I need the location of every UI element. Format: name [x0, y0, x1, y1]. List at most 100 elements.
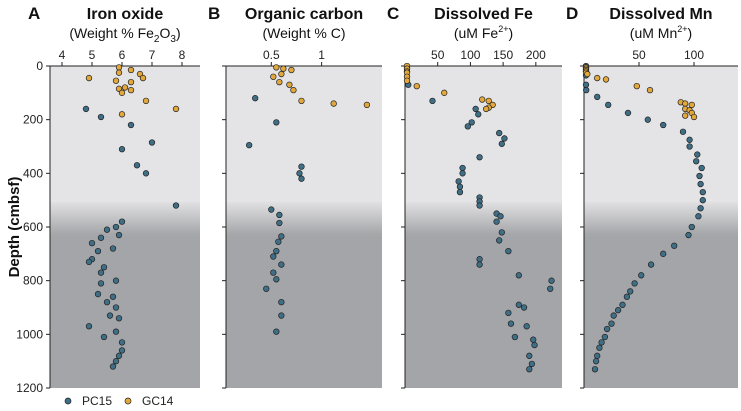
x-tick-label: 100 — [684, 48, 704, 62]
data-point-pc15 — [660, 250, 667, 257]
unit-superscript: 2+ — [677, 24, 687, 34]
data-point-gc14 — [413, 82, 420, 90]
x-tick-label: 5 — [89, 48, 96, 62]
data-point-pc15 — [515, 301, 522, 308]
data-point-gc14 — [278, 70, 285, 78]
data-point-pc15 — [456, 188, 464, 196]
data-point-gc14 — [441, 89, 448, 96]
unit-text: ) — [176, 25, 181, 41]
data-point-pc15 — [699, 197, 706, 204]
data-point-pc15 — [270, 253, 277, 260]
data-point-gc14 — [682, 112, 689, 119]
panel-title: Dissolved Mn — [609, 6, 712, 23]
panel-unit: (Weight % C) — [263, 25, 346, 41]
data-point-pc15 — [296, 170, 303, 177]
panel-letter: A — [28, 4, 40, 23]
series-pc15 — [82, 105, 180, 370]
data-point-gc14 — [270, 73, 277, 80]
panel-unit: (uM Fe2+) — [454, 24, 513, 41]
data-point-gc14 — [290, 86, 297, 94]
data-point-pc15 — [498, 229, 505, 236]
data-point-pc15 — [493, 218, 500, 225]
series-gc14 — [582, 64, 698, 121]
data-point-pc15 — [273, 247, 280, 255]
data-point-pc15 — [638, 272, 645, 279]
data-point-gc14 — [276, 78, 283, 86]
data-point-pc15 — [273, 119, 280, 126]
data-point-pc15 — [526, 352, 533, 359]
panel-title: Organic carbon — [245, 6, 363, 23]
data-point-pc15 — [623, 293, 631, 300]
x-tick-label: 4 — [59, 48, 66, 62]
data-point-gc14 — [115, 69, 123, 76]
panel-a: 4 5 6 7 8 0 200 400 600 800 1000 1200 A Iron oxide (We… — [16, 4, 200, 395]
unit-superscript: 2+ — [498, 24, 508, 34]
data-point-pc15 — [605, 101, 612, 109]
data-point-gc14 — [118, 111, 126, 118]
data-point-pc15 — [530, 336, 537, 343]
panel-letter: B — [208, 4, 220, 23]
data-point-pc15 — [505, 309, 512, 317]
y-tick-label: 1000 — [16, 327, 43, 341]
data-point-pc15 — [85, 323, 93, 330]
data-point-pc15 — [594, 93, 601, 101]
y-tick-label: 0 — [36, 59, 43, 73]
data-point-gc14 — [118, 89, 126, 96]
data-point-pc15 — [644, 116, 651, 123]
data-point-pc15 — [686, 143, 693, 150]
data-point-pc15 — [97, 113, 105, 121]
x-tick-label: 50 — [431, 48, 445, 62]
data-point-gc14 — [330, 100, 337, 107]
y-tick-label: 200 — [23, 113, 43, 127]
legend-label-pc15: PC15 — [82, 394, 112, 408]
data-point-pc15 — [619, 301, 626, 308]
series-gc14 — [270, 64, 371, 109]
data-point-pc15 — [476, 256, 483, 263]
panel-unit: (uM Mn2+) — [630, 24, 692, 41]
data-point-pc15 — [273, 276, 280, 283]
data-point-gc14 — [288, 66, 295, 74]
unit-text: (uM Mn — [630, 25, 677, 41]
data-point-pc15 — [278, 261, 285, 268]
data-point-pc15 — [695, 213, 702, 220]
data-point-gc14 — [602, 76, 610, 83]
data-point-pc15 — [660, 121, 667, 129]
data-point-pc15 — [505, 247, 512, 255]
unit-subscript: 2 — [154, 34, 160, 45]
series-gc14 — [85, 64, 180, 118]
data-point-pc15 — [688, 223, 695, 231]
data-point-pc15 — [148, 139, 156, 146]
panel-letter: D — [566, 4, 578, 23]
data-point-gc14 — [280, 65, 287, 72]
panel-unit: (Weight % Fe2O3) — [69, 25, 180, 45]
data-point-pc15 — [273, 328, 280, 335]
data-point-pc15 — [631, 280, 638, 287]
data-point-pc15 — [698, 164, 705, 172]
data-point-pc15 — [270, 269, 277, 276]
data-point-pc15 — [245, 142, 253, 149]
data-point-gc14 — [127, 78, 135, 86]
data-point-gc14 — [172, 105, 180, 113]
panel-b: 0.5 1 B Organic carbon (Weight % C) — [208, 4, 382, 389]
data-point-pc15 — [497, 213, 504, 220]
data-point-pc15 — [498, 140, 505, 147]
data-point-pc15 — [106, 312, 114, 319]
data-point-pc15 — [697, 205, 704, 212]
data-point-pc15 — [547, 285, 554, 292]
data-point-gc14 — [298, 97, 305, 105]
y-axis-label: Depth (cmbsf) — [6, 177, 23, 278]
data-point-gc14 — [286, 81, 293, 88]
data-point-pc15 — [118, 347, 126, 354]
unit-text: (uM Fe — [454, 25, 499, 41]
panel-letter: C — [387, 4, 399, 23]
x-tick-label: 1 — [318, 48, 325, 62]
data-point-pc15 — [507, 320, 515, 327]
data-point-pc15 — [82, 105, 90, 113]
data-point-pc15 — [112, 277, 120, 284]
data-point-pc15 — [118, 218, 126, 225]
data-point-pc15 — [118, 146, 126, 153]
data-point-pc15 — [278, 298, 285, 306]
data-point-gc14 — [646, 86, 654, 94]
unit-text: (Weight % Fe — [69, 25, 154, 41]
